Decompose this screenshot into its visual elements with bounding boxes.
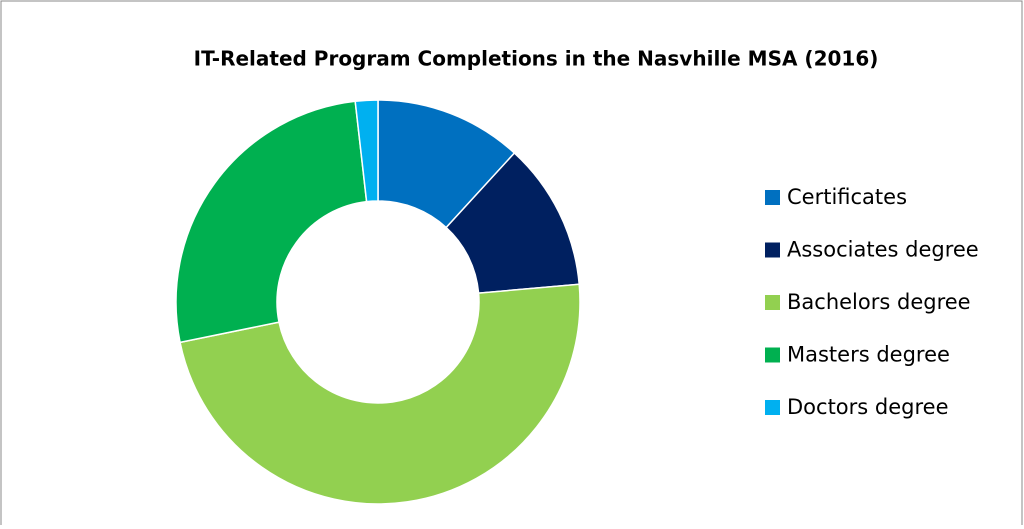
legend-label: Certificates — [787, 185, 907, 209]
slice — [354, 99, 379, 203]
chart-title: IT-Related Program Completions in the Na… — [194, 47, 879, 71]
slice — [175, 100, 368, 344]
legend-swatch — [765, 400, 780, 415]
slice — [179, 283, 581, 505]
legend-swatch — [765, 190, 780, 205]
legend-label: Masters degree — [787, 343, 950, 367]
legend-label: Bachelors degree — [787, 290, 971, 314]
legend-swatch — [765, 347, 780, 363]
legend-label: Associates degree — [787, 238, 979, 262]
legend-swatch — [765, 242, 780, 258]
legend-label: Doctors degree — [787, 395, 949, 419]
legend-swatch — [765, 295, 780, 310]
